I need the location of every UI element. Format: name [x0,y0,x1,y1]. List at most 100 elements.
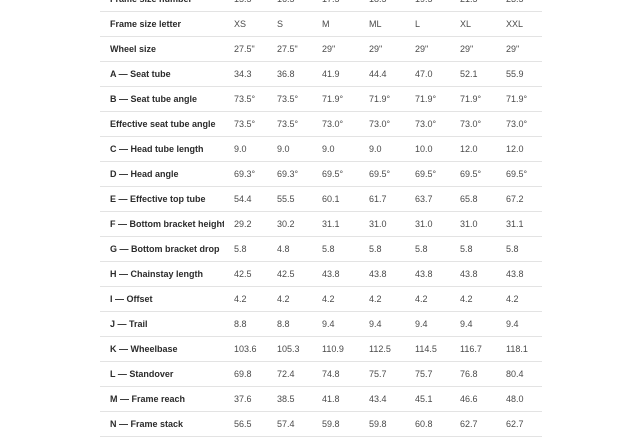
table-cell: 29" [496,36,542,62]
row-label: M — Frame reach [100,386,224,412]
table-cell: 60.1 [312,186,359,212]
row-label: K — Wheelbase [100,336,224,362]
table-cell: 48.0 [496,386,542,412]
table-cell: 73.0° [405,111,450,137]
table-cell: 69.5° [405,161,450,187]
table-cell: 4.2 [496,286,542,312]
table-cell: 12.0 [450,136,496,162]
row-label: Frame size number [100,0,224,12]
table-cell: 44.4 [359,61,405,87]
table-cell: 65.8 [450,186,496,212]
table-cell: 110.9 [312,336,359,362]
table-cell: 69.5° [312,161,359,187]
table-cell: 29" [359,36,405,62]
table-cell: 75.7 [359,361,405,387]
table-cell: 43.8 [496,261,542,287]
table-cell: 5.8 [312,236,359,262]
table-cell: 5.8 [405,236,450,262]
table-cell: 16.5 [267,0,312,12]
table-cell: 31.0 [405,211,450,237]
table-cell: 47.0 [405,61,450,87]
table-row: E — Effective top tube 54.4 55.5 60.1 61.7 63… [100,186,542,212]
table-cell: 5.8 [450,236,496,262]
table-cell: 5.8 [359,236,405,262]
table-cell: 73.5° [224,111,267,137]
table-cell: 46.6 [450,386,496,412]
table-cell: 27.5" [224,36,267,62]
table-row: Effective seat tube angle 73.5° 73.5° 73.0°… [100,111,542,137]
table-row: N — Frame stack 56.5 57.4 59.8 59.8 60.8 62.7 6… [100,411,542,437]
table-cell: 9.0 [224,136,267,162]
row-label: N — Frame stack [100,411,224,437]
table-cell: 43.8 [359,261,405,287]
table-cell: 42.5 [267,261,312,287]
row-label: A — Seat tube [100,61,224,87]
table-cell: 73.5° [267,111,312,137]
table-cell: 73.0° [450,111,496,137]
table-cell: 4.2 [267,286,312,312]
table-cell: 43.8 [312,261,359,287]
table-cell: 55.5 [267,186,312,212]
table-cell: 19.5 [405,0,450,12]
table-cell: 31.1 [312,211,359,237]
table-cell: 103.6 [224,336,267,362]
table-cell: 42.5 [224,261,267,287]
table-cell: 17.5 [312,0,359,12]
geometry-table-body: Frame size number15.516.517.518.519.521.… [100,0,542,437]
row-label: I — Offset [100,286,224,312]
table-cell: 76.8 [450,361,496,387]
row-label: Frame size letter [100,11,224,37]
table-cell: 69.3° [267,161,312,187]
table-row: F — Bottom bracket height 29.2 30.2 31.1 31.… [100,211,542,237]
table-row: B — Seat tube angle 73.5° 73.5° 71.9° 71.9° 7… [100,86,542,112]
row-label: Effective seat tube angle [100,111,224,137]
table-cell: 38.5 [267,386,312,412]
table-row: Wheel size 27.5" 27.5" 29" 29" 29" 29" 29" [100,36,542,62]
table-cell: 29" [312,36,359,62]
table-cell: 27.5" [267,36,312,62]
table-cell: 43.8 [405,261,450,287]
table-row: H — Chainstay length 42.5 42.5 43.8 43.8 43.8… [100,261,542,287]
table-cell: 54.4 [224,186,267,212]
table-cell: 31.0 [359,211,405,237]
table-cell: 71.9° [312,86,359,112]
table-row: I — Offset 4.2 4.2 4.2 4.2 4.2 4.2 4.2 [100,286,542,312]
table-cell: 56.5 [224,411,267,437]
table-cell: 57.4 [267,411,312,437]
table-cell: 71.9° [359,86,405,112]
table-cell: ML [359,11,405,37]
table-cell: 73.5° [267,86,312,112]
table-cell: 59.8 [359,411,405,437]
table-cell: 31.1 [496,211,542,237]
table-cell: 5.8 [224,236,267,262]
table-cell: 73.5° [224,86,267,112]
table-cell: 23.5 [496,0,542,12]
table-row: G — Bottom bracket drop 5.8 4.8 5.8 5.8 5.8 5.… [100,236,542,262]
table-row: D — Head angle 69.3° 69.3° 69.5° 69.5° 69.5° 6… [100,161,542,187]
table-cell: XL [450,11,496,37]
table-cell: 60.8 [405,411,450,437]
table-cell: 74.8 [312,361,359,387]
table-cell: 34.3 [224,61,267,87]
table-cell: 71.9° [405,86,450,112]
table-cell: 61.7 [359,186,405,212]
table-row: J — Trail 8.8 8.8 9.4 9.4 9.4 9.4 9.4 [100,311,542,337]
table-cell: 29.2 [224,211,267,237]
table-cell: 69.3° [224,161,267,187]
table-cell: 71.9° [450,86,496,112]
table-cell: 62.7 [496,411,542,437]
table-cell: 8.8 [224,311,267,337]
table-cell: XS [224,11,267,37]
table-row: L — Standover 69.8 72.4 74.8 75.7 75.7 76.8 80.… [100,361,542,387]
row-label: E — Effective top tube [100,186,224,212]
table-cell: 69.5° [496,161,542,187]
table-cell: 73.0° [312,111,359,137]
row-label: D — Head angle [100,161,224,187]
table-cell: 31.0 [450,211,496,237]
row-label: L — Standover [100,361,224,387]
table-cell: 45.1 [405,386,450,412]
table-cell: 4.2 [405,286,450,312]
table-cell: 41.9 [312,61,359,87]
table-cell: 69.5° [450,161,496,187]
table-cell: XXL [496,11,542,37]
